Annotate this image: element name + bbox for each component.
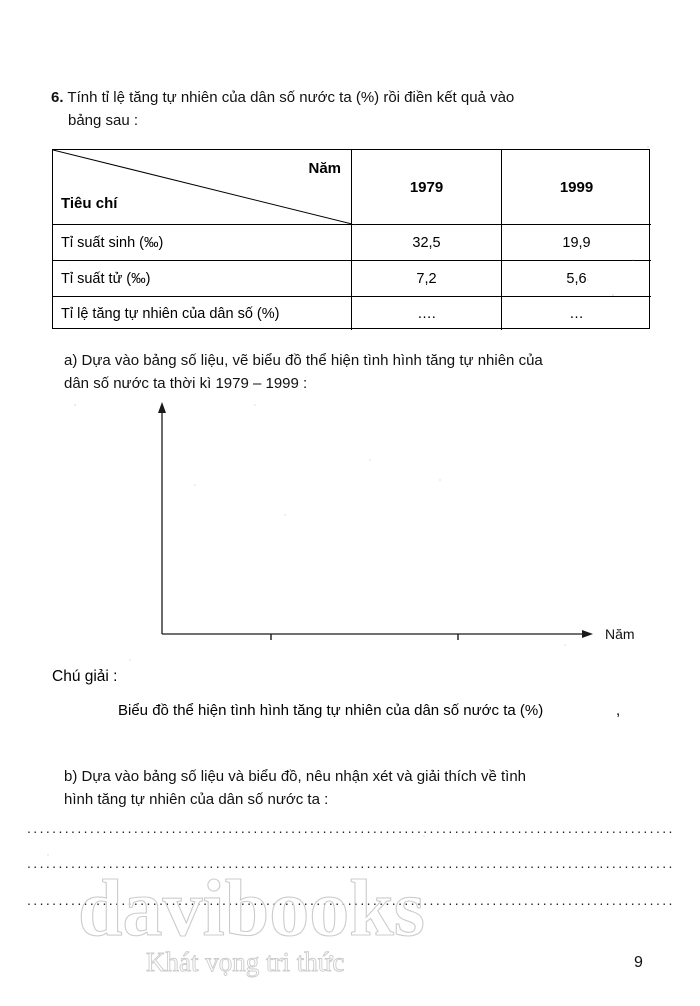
svg-text:davibooks: davibooks <box>78 865 425 953</box>
svg-text:Năm: Năm <box>605 626 635 640</box>
svg-text:Khát vọng tri thức: Khát vọng tri thức <box>146 947 344 977</box>
